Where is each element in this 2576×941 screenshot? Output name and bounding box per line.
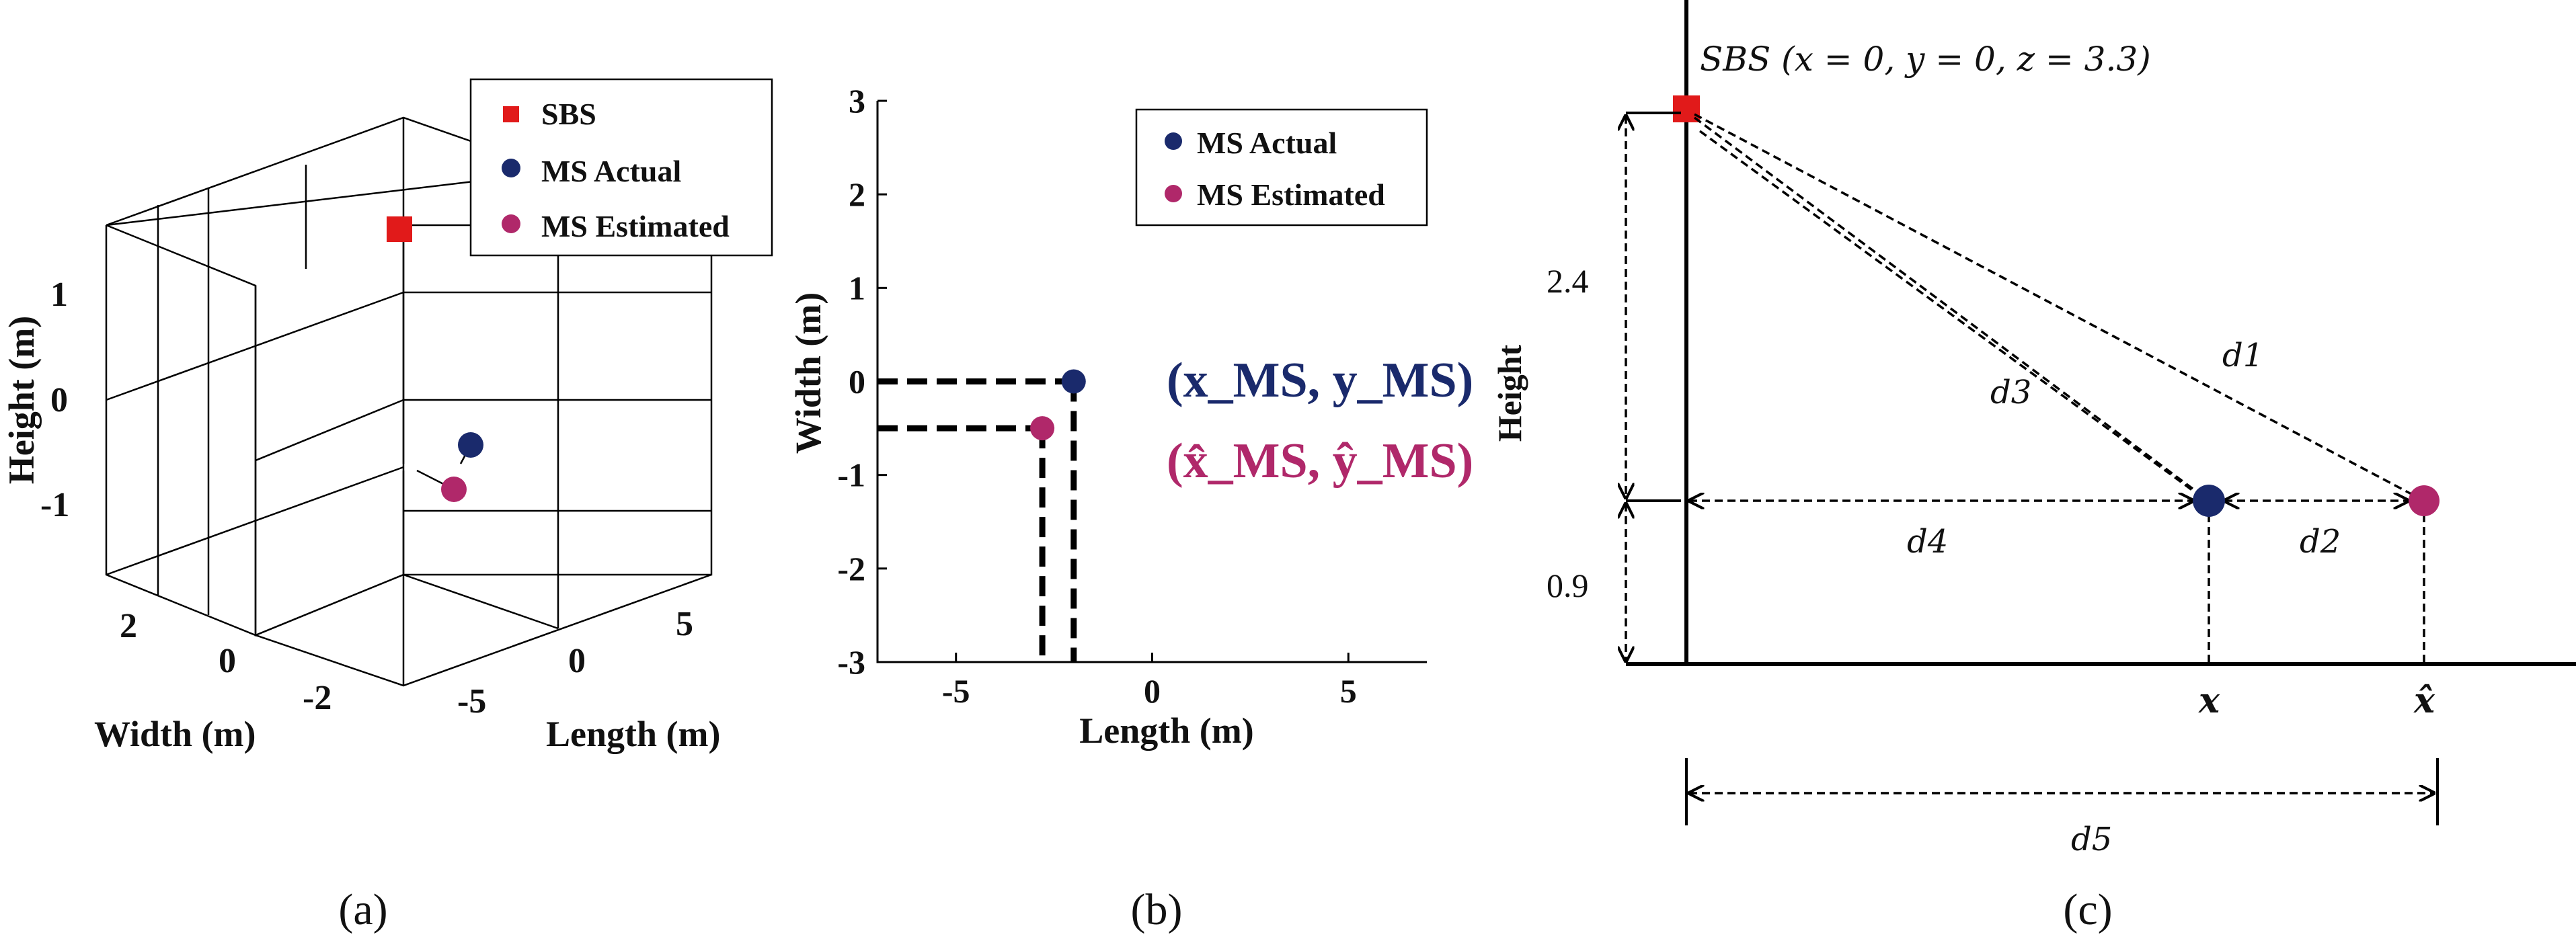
y-tick-label: -1 [837,456,865,494]
caption-b: (b) [1131,885,1183,934]
panel-b: 3 2 1 0 -1 -2 -3 -5 0 5 MS Actual MS Estimated W… [788,82,1473,934]
z-tick-1: 1 [50,276,68,314]
legend-sbs-label: SBS [541,97,596,131]
panel-b-legend: MS Actual MS Estimated [1135,108,1428,227]
panel-b-y-ticks: 3 2 1 0 -1 -2 -3 [837,82,887,681]
y-tick-label: 0 [849,363,865,401]
panel-b-ylabel: Width (m) [788,292,828,454]
panel-a-legend: SBS MS Actual MS Estimated [469,78,773,257]
panel-a: SBS MS Actual MS Estimated 1 0 -1 2 0 -2… [1,78,773,934]
ms-actual-point [1061,369,1086,394]
width-tick-2: 2 [120,607,137,645]
x-tick-label: -5 [942,672,970,710]
width-axis-label: Width (m) [94,714,256,754]
actual-coordinate-label: (x_MS, y_MS) [1167,353,1473,408]
legend-ms-actual-marker [502,159,520,177]
d3-label: d3 [1990,374,2031,411]
legend-sbs-marker [503,106,519,122]
legend-ms-estimated-label: MS Estimated [541,209,730,243]
y-tick-label: 2 [849,175,865,213]
xhat-label: x̂ [2413,680,2435,721]
d4-label: d4 [1907,523,1948,561]
x-label: x [2198,680,2220,721]
z-tick-0: 0 [50,381,68,419]
ms-estimated-marker [441,477,467,502]
length-tick-minus5: -5 [457,682,486,721]
sbs-position-label: SBS (x = 0, y = 0, z = 3.3) [1700,40,2151,79]
d2-label: d2 [2300,523,2341,561]
ms-estimated-c [2409,485,2440,516]
d1-label: d1 [2222,337,2263,374]
z-axis-label: Height (m) [1,316,42,484]
line-d3 [1693,116,2210,502]
panel-b-x-ticks: -5 0 5 [942,653,1357,710]
caption-c: (c) [2063,885,2112,934]
sbs-marker [387,216,412,242]
y-tick-label: -3 [837,643,865,681]
line-d1 [1694,113,2425,502]
length-axis-label: Length (m) [546,714,720,754]
panel-b-xlabel: Length (m) [1079,710,1253,751]
width-tick-minus2: -2 [303,679,331,717]
y-tick-label: 3 [849,82,865,120]
height-label: Height [1491,344,1528,442]
legend-b-ms-estimated-marker [1165,185,1182,202]
line-d3-inner [1699,130,2203,499]
ms-actual-marker [458,432,483,458]
x-tick-label: 5 [1340,672,1357,710]
ms-estimated-point [1030,416,1055,441]
width-tick-0: 0 [219,642,236,680]
z-tick-minus1: -1 [40,486,69,524]
legend-b-ms-actual-label: MS Actual [1197,126,1337,160]
legend-ms-estimated-marker [502,214,520,233]
x-tick-label: 0 [1144,672,1161,710]
length-tick-0: 0 [568,642,586,680]
panel-a-box-wireframe [105,116,713,687]
dim-lower-label: 0.9 [1547,567,1589,604]
caption-a: (a) [338,885,387,934]
legend-ms-actual-label: MS Actual [541,154,681,188]
estimated-coordinate-label: (x̂_MS, ŷ_MS) [1167,434,1473,489]
panel-b-dashed-guides [877,378,1077,662]
d5-label: d5 [2071,821,2112,858]
dim-upper-label: 2.4 [1547,262,1589,300]
y-tick-label: -2 [837,550,865,587]
y-tick-label: 1 [849,269,865,306]
ms-actual-c [2193,485,2225,517]
length-tick-5: 5 [676,605,693,643]
panel-c: SBS (x = 0, y = 0, z = 3.3) 2.4 0.9 Heig… [1491,0,2576,934]
legend-b-ms-actual-marker [1165,132,1182,150]
legend-b-ms-estimated-label: MS Estimated [1197,177,1385,212]
